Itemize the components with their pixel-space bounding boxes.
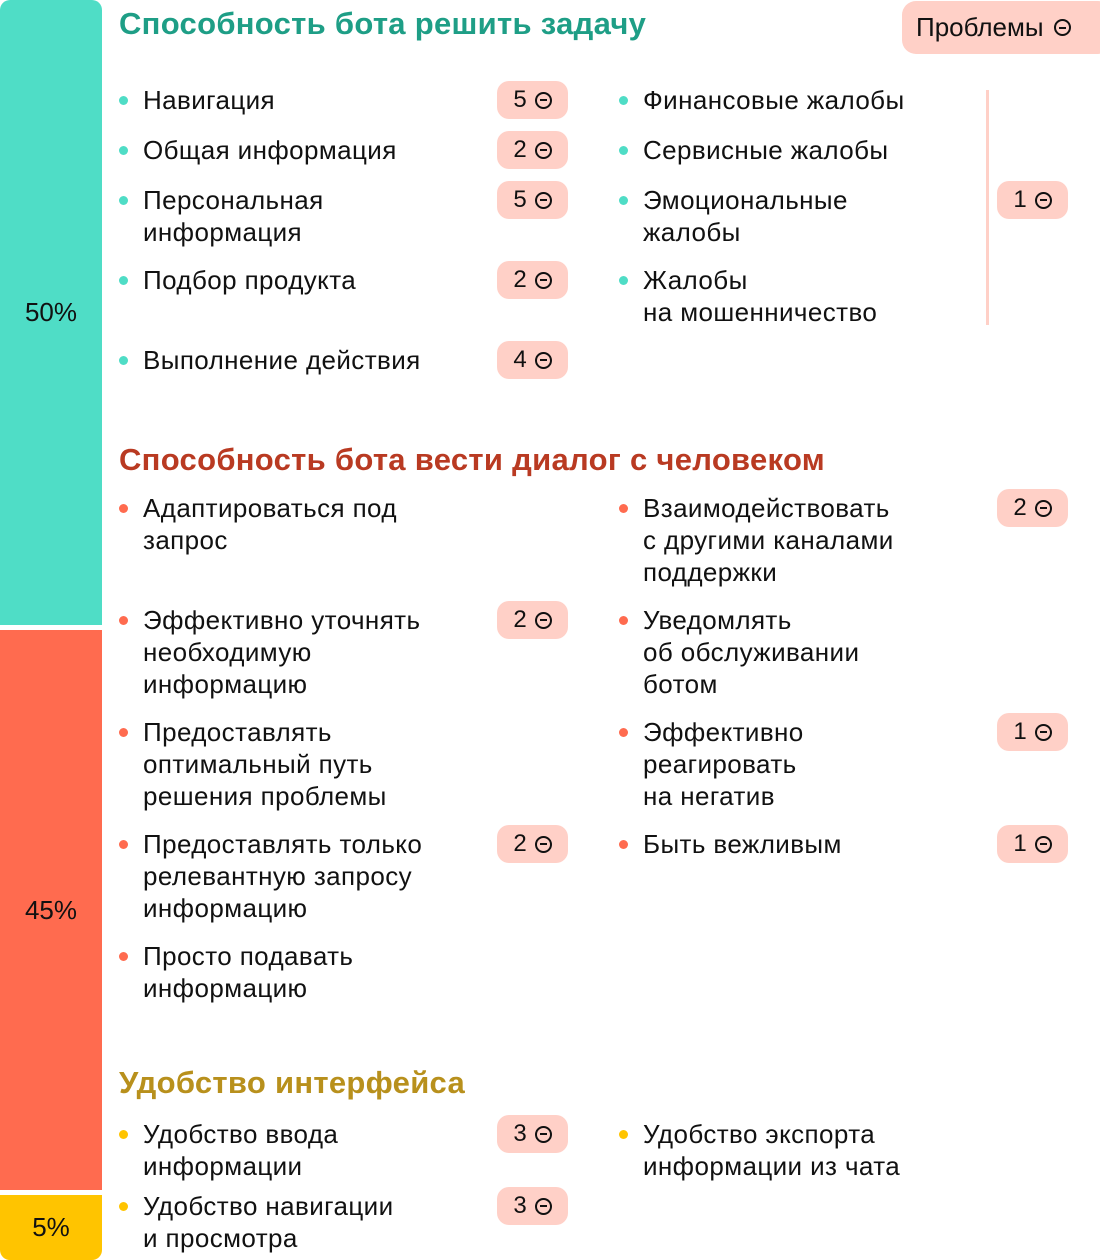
bullet-icon <box>119 196 128 205</box>
minus-circle-icon <box>534 351 552 369</box>
bullet-icon <box>119 952 128 961</box>
bullet-icon <box>119 728 128 737</box>
bullet-icon <box>119 276 128 285</box>
list-item: Быть вежливым <box>643 829 842 859</box>
count: 4 <box>513 346 527 373</box>
count-badge[interactable]: 4 <box>497 341 568 379</box>
bullet-icon <box>619 1130 628 1139</box>
minus-circle-icon <box>534 91 552 109</box>
count-badge[interactable]: 1 <box>997 825 1068 863</box>
list-item: Удобство навигации и просмотра <box>143 1191 394 1253</box>
count-badge[interactable]: 5 <box>497 81 568 119</box>
share-label: 50% <box>24 297 78 327</box>
minus-circle-icon <box>534 611 552 629</box>
list-item: Взаимодействовать с другими каналами под… <box>643 493 894 587</box>
count: 1 <box>1013 718 1027 745</box>
count-badge[interactable]: 3 <box>497 1115 568 1153</box>
bullet-icon <box>119 96 128 105</box>
count: 2 <box>513 266 527 293</box>
minus-circle-icon <box>534 191 552 209</box>
count: 1 <box>1013 186 1027 213</box>
share-label: 5% <box>32 1212 70 1242</box>
list-item: Уведомлять об обслуживании ботом <box>643 605 860 699</box>
list-item: Эффективно уточнять необходимую информац… <box>143 605 421 699</box>
minus-circle-icon <box>534 1125 552 1143</box>
count: 5 <box>513 186 527 213</box>
share-bar-interface: 5% <box>0 1195 102 1260</box>
minus-circle-icon <box>1034 835 1052 853</box>
count-badge[interactable]: 2 <box>497 131 568 169</box>
bullet-icon <box>619 728 628 737</box>
bullet-icon <box>119 504 128 513</box>
bullet-icon <box>619 840 628 849</box>
section-title: Способность бота вести диалог с человеко… <box>119 442 826 477</box>
group-bracket-line <box>986 90 989 325</box>
bullet-icon <box>619 276 628 285</box>
list-item: Предоставлять только релевантную запросу… <box>143 829 423 923</box>
count: 2 <box>1013 494 1027 521</box>
minus-circle-icon <box>534 141 552 159</box>
minus-circle-icon <box>1053 19 1071 36</box>
count-badge[interactable]: 2 <box>497 825 568 863</box>
minus-circle-icon <box>534 271 552 289</box>
bullet-icon <box>619 504 628 513</box>
bullet-icon <box>619 196 628 205</box>
count: 3 <box>513 1192 527 1219</box>
count-badge[interactable]: 2 <box>497 601 568 639</box>
count-badge[interactable]: 5 <box>497 181 568 219</box>
count: 3 <box>513 1120 527 1147</box>
list-item: Эмоциональные жалобы <box>643 185 848 247</box>
count-badge[interactable]: 1 <box>997 713 1068 751</box>
list-item: Предоставлять оптимальный путь решения п… <box>143 717 387 811</box>
list-item: Удобство ввода информации <box>143 1119 339 1181</box>
count-badge[interactable]: 3 <box>497 1187 568 1225</box>
section-title: Способность бота решить задачу <box>119 6 647 41</box>
bullet-icon <box>119 840 128 849</box>
list-item: Персональная информация <box>143 185 324 247</box>
list-item: Сервисные жалобы <box>643 135 889 165</box>
list-item: Выполнение действия <box>143 345 421 375</box>
count: 2 <box>513 830 527 857</box>
minus-circle-icon <box>534 835 552 853</box>
bullet-icon <box>619 616 628 625</box>
bullet-icon <box>119 1202 128 1211</box>
list-item: Эффективно реагировать на негатив <box>643 717 804 811</box>
bullet-icon <box>619 146 628 155</box>
count-badge[interactable]: 1 <box>997 181 1068 219</box>
list-item: Общая информация <box>143 135 397 165</box>
share-bar-task: 50% <box>0 0 102 625</box>
count-badge[interactable]: 2 <box>497 261 568 299</box>
section-title: Удобство интерфейса <box>119 1065 466 1100</box>
list-item: Навигация <box>143 85 276 115</box>
count-badge[interactable]: 2 <box>997 489 1068 527</box>
list-item: Финансовые жалобы <box>643 85 905 115</box>
list-item: Удобство экспорта информации из чата <box>643 1119 901 1181</box>
bullet-icon <box>119 356 128 365</box>
list-item: Жалобы на мошенничество <box>643 265 878 327</box>
problems-label: Проблемы <box>916 12 1044 42</box>
list-item: Просто подавать информацию <box>143 941 354 1003</box>
count: 2 <box>513 136 527 163</box>
minus-circle-icon <box>1034 723 1052 741</box>
bullet-icon <box>119 616 128 625</box>
list-item: Подбор продукта <box>143 265 357 295</box>
bullet-icon <box>619 96 628 105</box>
count: 5 <box>513 86 527 113</box>
share-bar-dialog: 45% <box>0 630 102 1190</box>
problems-legend-button[interactable]: Проблемы <box>902 1 1100 54</box>
bullet-icon <box>119 146 128 155</box>
count: 1 <box>1013 830 1027 857</box>
share-label: 45% <box>24 894 78 925</box>
minus-circle-icon <box>1034 191 1052 209</box>
count: 2 <box>513 606 527 633</box>
minus-circle-icon <box>1034 499 1052 517</box>
minus-circle-icon <box>534 1197 552 1215</box>
list-item: Адаптироваться под запрос <box>143 493 397 555</box>
bullet-icon <box>119 1130 128 1139</box>
